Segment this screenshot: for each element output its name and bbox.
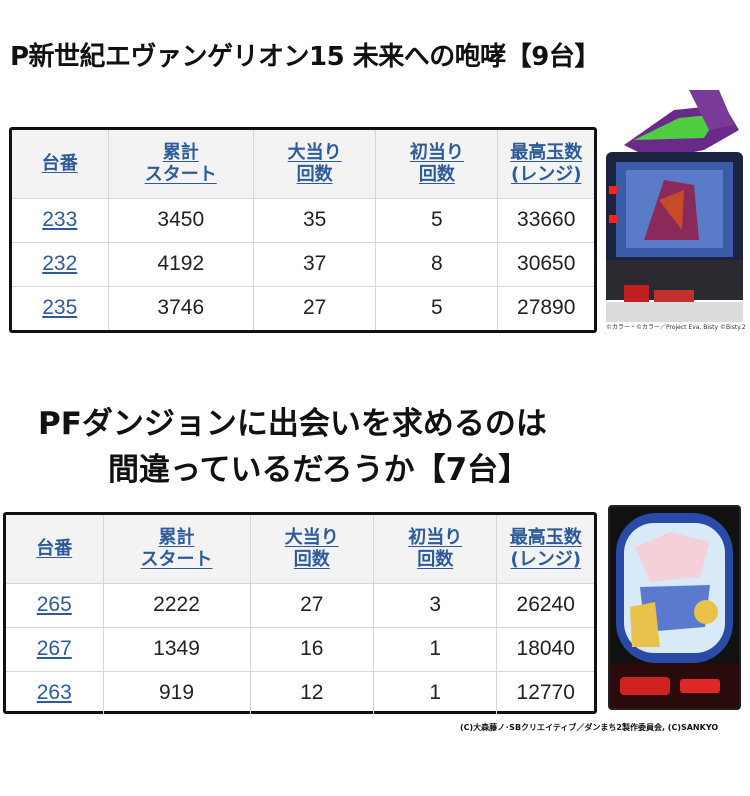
cell-machine-number: 235 [12,286,109,330]
section-title-danmachi-line2: 間違っているだろうか【7台】 [108,452,530,488]
header-jackpot-count[interactable]: 大当り 回数 [250,515,374,584]
cell-max-balls: 26240 [496,583,594,628]
machine-number-link[interactable]: 233 [42,208,78,231]
cell-first-hit-count: 5 [375,286,499,330]
machine-image-danmachi [608,505,741,710]
header-first-hit-count[interactable]: 初当り 回数 [373,515,498,584]
cell-total-start: 2222 [103,583,251,628]
cell-jackpot-count: 27 [250,583,374,628]
image-credit-eva: ©カラー・©カラー／Project Eva. Bisty ©Bisty.2024 [606,324,746,331]
cell-first-hit-count: 5 [375,198,499,243]
cell-total-start: 3450 [108,198,255,243]
cell-machine-number: 265 [6,583,104,628]
header-total-start[interactable]: 累計 スタート [103,515,251,584]
cell-first-hit-count: 8 [375,242,499,287]
cell-total-start: 3746 [108,286,255,330]
machine-data-table-eva: 台番 累計 スタート 大当り 回数 初当り 回数 最高玉数 (レンジ) 233 3450 35 5 33… [9,127,597,333]
cell-max-balls: 33660 [497,198,594,243]
cell-max-balls: 18040 [496,627,594,672]
machine-number-link[interactable]: 232 [42,252,78,275]
cell-machine-number: 267 [6,627,104,672]
table-row: 265 2222 27 3 26240 [6,583,594,628]
machine-data-table-danmachi: 台番 累計 スタート 大当り 回数 初当り 回数 最高玉数 (レンジ) 265 2222 27 3 26… [3,512,597,715]
image-credit-danmachi: (C)大森藤ノ･SBクリエイティブ／ダンまち2製作委員会, (C)SANKYO [460,723,719,732]
eva-machine-illustration [604,90,745,335]
section-title-eva: P新世紀エヴァンゲリオン15 未来への咆哮【9台】 [10,42,600,72]
machine-number-link[interactable]: 263 [36,681,72,705]
table-row: 235 3746 27 5 27890 [12,286,594,330]
table-row: 232 4192 37 8 30650 [12,242,594,287]
cell-jackpot-count: 35 [253,198,377,243]
cell-machine-number: 232 [12,242,109,287]
header-total-start[interactable]: 累計 スタート [108,130,255,199]
header-max-balls[interactable]: 最高玉数 (レンジ) [496,515,594,584]
cell-first-hit-count: 1 [373,671,498,715]
cell-machine-number: 263 [6,671,104,715]
table-row: 267 1349 16 1 18040 [6,627,594,672]
cell-total-start: 1349 [103,627,251,672]
cell-jackpot-count: 16 [250,627,374,672]
cell-machine-number: 233 [12,198,109,243]
header-first-hit-count[interactable]: 初当り 回数 [375,130,499,199]
machine-number-link[interactable]: 235 [42,296,78,320]
section-title-danmachi-line1: PFダンジョンに出会いを求めるのは [38,406,547,442]
cell-max-balls: 12770 [516,681,575,705]
machine-image-eva [604,90,745,335]
cell-first-hit-count: 1 [373,627,498,672]
cell-max-balls: 30650 [497,242,594,287]
header-machine-number[interactable]: 台番 [6,515,104,584]
cell-max-balls: 27890 [517,296,576,320]
header-machine-number[interactable]: 台番 [12,130,109,199]
cell-jackpot-count: 12 [250,671,374,715]
table-row: 233 3450 35 5 33660 [12,198,594,243]
cell-first-hit-count: 3 [373,583,498,628]
cell-jackpot-count: 37 [253,242,377,287]
cell-total-start: 919 [103,671,251,715]
machine-number-link[interactable]: 267 [36,637,72,660]
cell-jackpot-count: 27 [253,286,377,330]
header-max-balls[interactable]: 最高玉数 (レンジ) [497,130,594,199]
danmachi-machine-illustration [610,507,739,708]
header-jackpot-count[interactable]: 大当り 回数 [253,130,377,199]
cell-total-start: 4192 [108,242,255,287]
machine-number-link[interactable]: 265 [36,593,72,616]
table-row: 263 919 12 1 12770 [6,671,594,715]
